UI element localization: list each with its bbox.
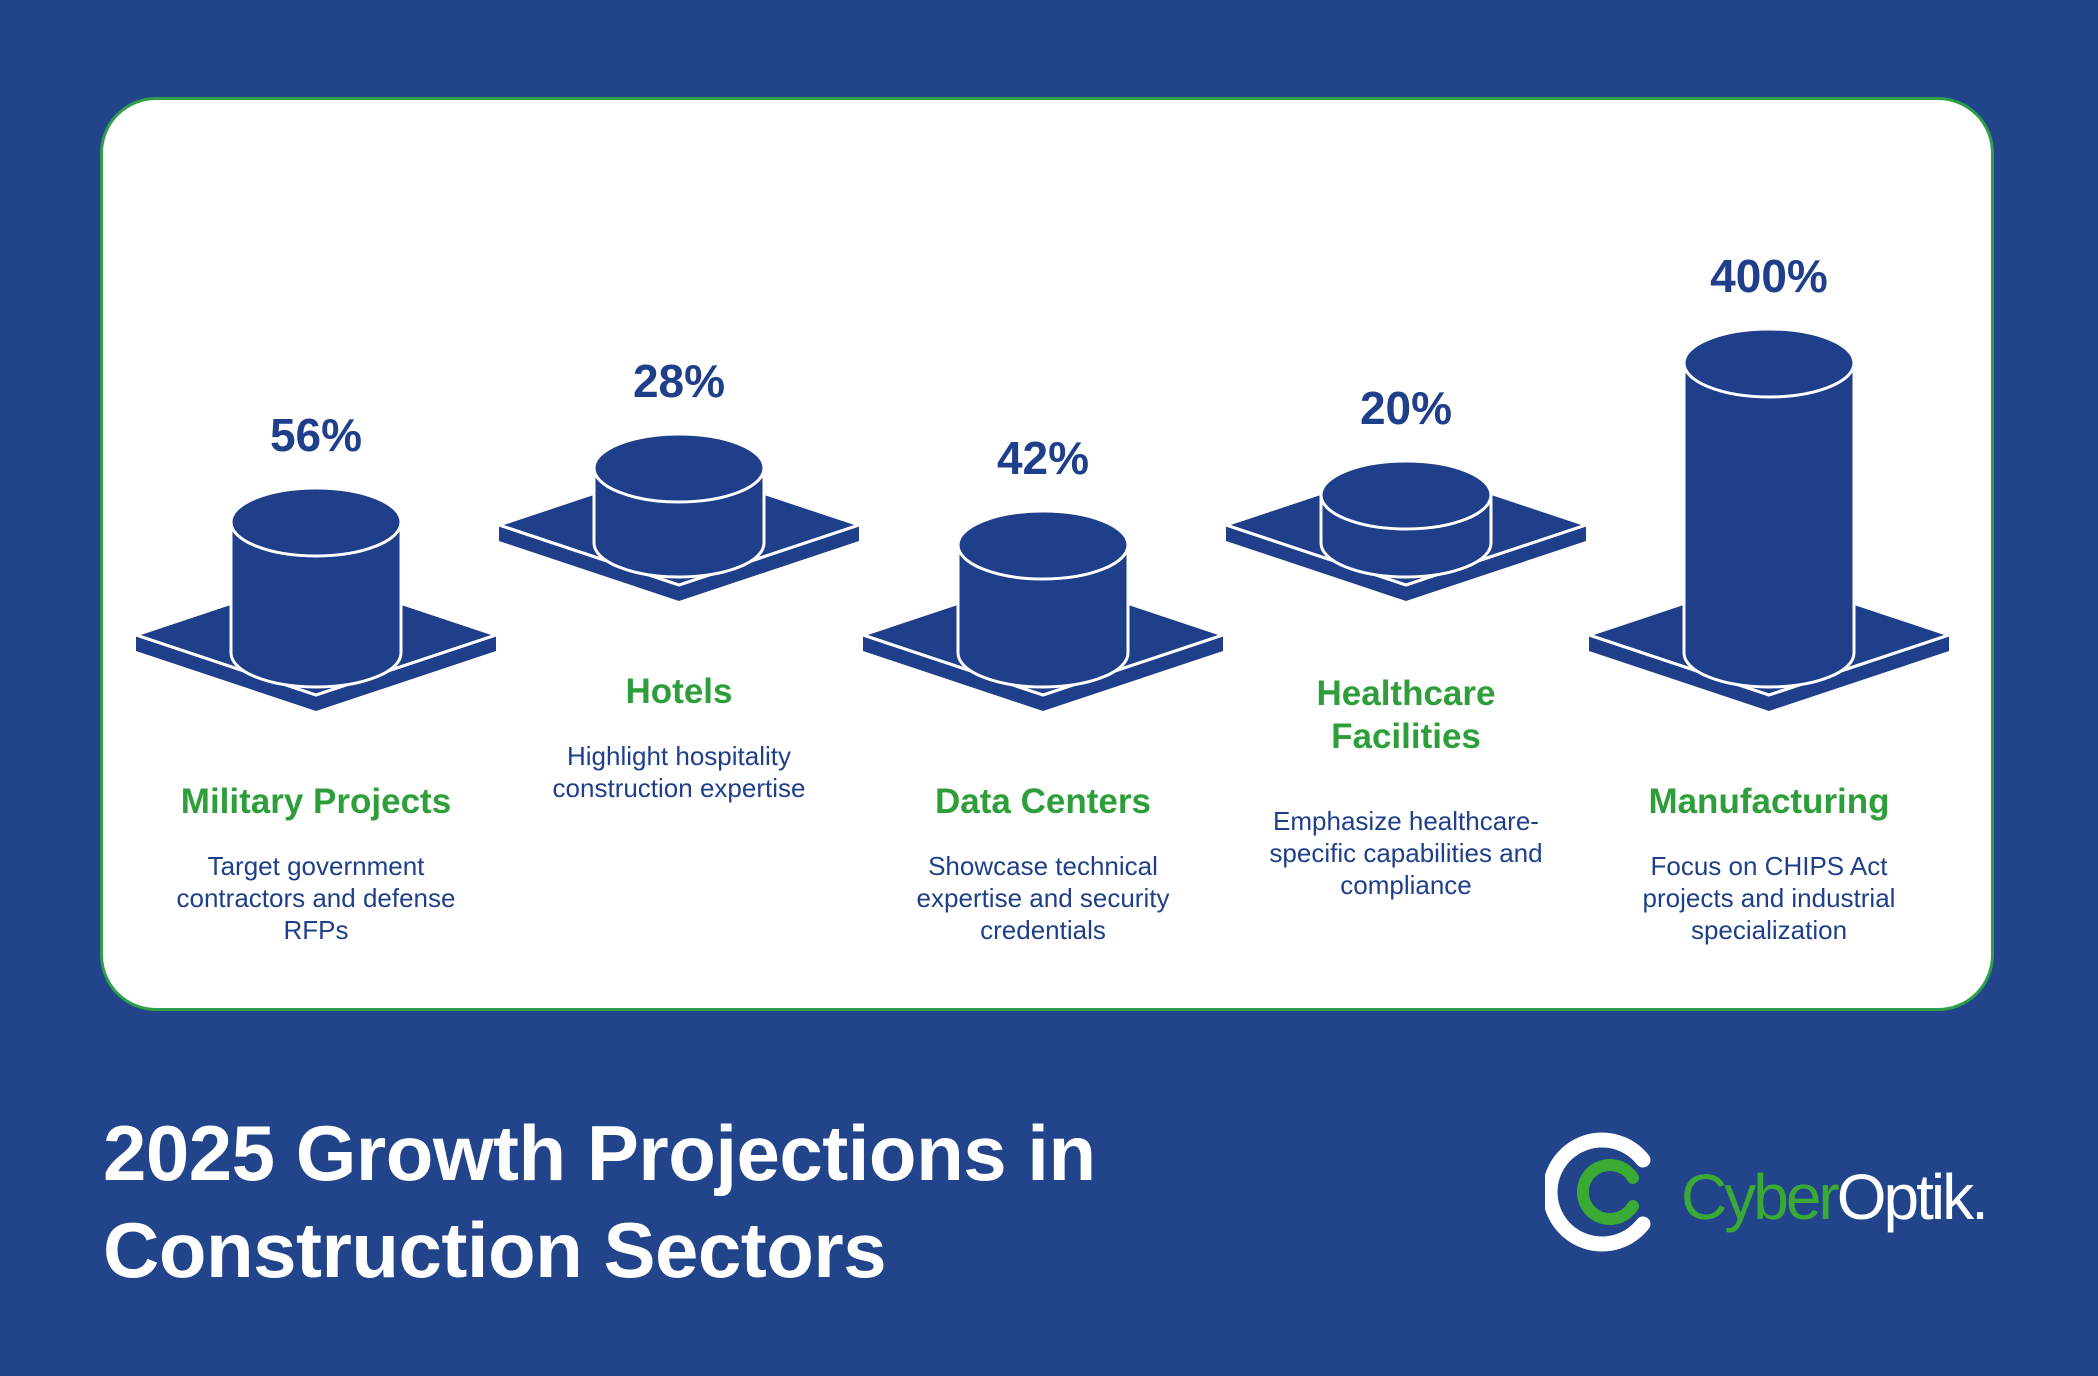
data-label: 56% [269, 409, 363, 461]
cylinder-top [229, 486, 403, 558]
cylinder-top [956, 509, 1130, 581]
brand-name: CyberOptik. [1681, 1160, 1989, 1234]
category-description: Highlight hospitality construction exper… [552, 741, 806, 803]
chart-bar-3 [861, 509, 1225, 711]
plate-edge [1225, 523, 1587, 587]
plate-edge [135, 633, 497, 697]
category-description: Showcase technical expertise and securit… [916, 851, 1170, 945]
plate-edge [498, 523, 860, 587]
brand-name-cyber: Cyber [1681, 1161, 1840, 1233]
chart-bar-1 [134, 486, 498, 711]
chart-card: 56% Military Projects Target government co… [100, 97, 1994, 1011]
category-description: Focus on CHIPS Act projects and industri… [1642, 851, 1896, 945]
data-label: 400% [1710, 250, 1828, 302]
cylinder-top [592, 432, 766, 504]
chart-bar-4 [1224, 459, 1588, 601]
brand-name-optik: Optik. [1836, 1161, 1989, 1233]
cylinder-body [229, 520, 403, 689]
plate-edge [862, 633, 1224, 697]
category-label: Healthcare Facilities [1316, 674, 1496, 756]
cylinder-top [1319, 459, 1493, 531]
category-label: Data Centers [935, 782, 1151, 821]
cylinder-top [1682, 327, 1856, 399]
page-title: 2025 Growth Projections in Construction … [103, 1109, 1096, 1294]
chart-plot [134, 327, 1951, 711]
data-label: 42% [996, 432, 1090, 484]
chart-bar-5 [1587, 327, 1951, 711]
brand-logo: CyberOptik. [1545, 1122, 2005, 1262]
plate-edge [1588, 633, 1950, 697]
data-label: 28% [632, 355, 726, 407]
category-label: Manufacturing [1648, 782, 1890, 821]
cyberoptik-ring-logo-icon [1545, 1132, 1651, 1252]
category-description: Emphasize healthcare-specific capabiliti… [1269, 806, 1543, 900]
cylinder-body [956, 543, 1130, 689]
cylinder-body [1682, 361, 1856, 689]
category-label: Military Projects [180, 782, 452, 821]
category-label: Hotels [625, 672, 733, 711]
data-label: 20% [1359, 382, 1453, 434]
category-description: Target government contractors and defens… [176, 851, 456, 945]
chart-bar-2 [497, 432, 861, 601]
